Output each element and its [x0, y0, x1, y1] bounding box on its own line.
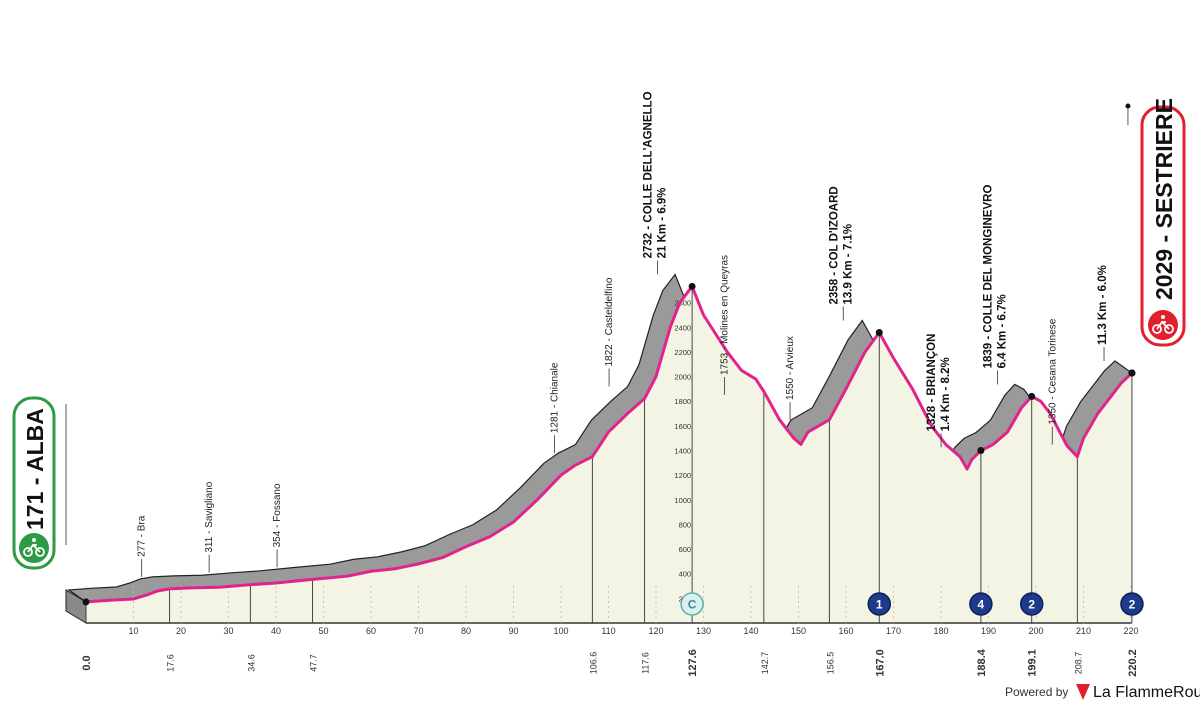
distance-marker-label: 34.6	[246, 654, 256, 672]
distance-marker-label: 142.7	[760, 652, 770, 675]
climb-category-label: C	[688, 598, 697, 612]
climb-category-badge-icon	[969, 592, 993, 616]
x-tick-label: 40	[271, 626, 281, 636]
x-tick-label: 170	[886, 626, 901, 636]
x-tick-label: 100	[553, 626, 568, 636]
x-tick-label: 20	[176, 626, 186, 636]
grid-layer: 10 20 30 40 50 60 70 80 90 100 110 120 130 140 150 160 1…	[85, 286, 1139, 636]
x-tick-label: 120	[648, 626, 663, 636]
climb-detail: 1.4 Km - 8.2%	[940, 357, 952, 431]
place-label: 311 - Savigliano	[204, 481, 215, 552]
climb-detail: 11.3 Km - 6.0%	[1097, 265, 1109, 345]
distance-marker-label: 106.6	[588, 652, 598, 675]
distance-marker-label: 127.6	[687, 649, 699, 677]
finish-badge: 2029 - SESTRIERE	[1140, 98, 1186, 347]
profile-point	[82, 598, 90, 606]
x-tick-label: 60	[366, 626, 376, 636]
plot-layer: C 1 4 2 2	[82, 282, 1144, 616]
summit-point	[1128, 369, 1136, 377]
summit-point	[688, 282, 696, 290]
y-tick-label: 1400	[674, 447, 691, 456]
x-tick-label: 130	[696, 626, 711, 636]
flamme-rouge-logo-icon	[1076, 684, 1090, 700]
x-tick-label: 220	[1123, 626, 1138, 636]
labels-layer: 0.0 17.6 34.6 47.7 106.6 117.6 127.6 142.7 156.5…	[65, 91, 1139, 677]
climb-detail: 13.9 Km - 7.1%	[842, 224, 854, 305]
place-label: 1753 - Molines en Queyras	[720, 255, 731, 375]
profile-area	[86, 286, 1132, 623]
place-label: 1550 - Arvieux	[785, 336, 796, 400]
place-label: 1350 - Cesana Torinese	[1047, 318, 1058, 424]
climb-name: 1328 - BRIANÇON	[926, 334, 938, 432]
distance-marker-label: 156.5	[825, 652, 835, 675]
x-tick-label: 70	[413, 626, 423, 636]
summit-point	[977, 447, 985, 455]
x-tick-label: 200	[1028, 626, 1043, 636]
place-label: 1281 - Chianale	[549, 362, 560, 433]
x-tick-label: 80	[461, 626, 471, 636]
climb-category-badge-icon	[867, 592, 891, 616]
y-tick-label: 1000	[674, 496, 691, 505]
climb-detail: 21 Km - 6.9%	[657, 187, 669, 258]
distance-marker-label: 208.7	[1073, 652, 1083, 675]
cyclist-icon	[1148, 310, 1178, 340]
x-tick-label: 90	[508, 626, 518, 636]
distance-marker-label: 167.0	[874, 649, 886, 677]
y-tick-label: 1800	[674, 397, 691, 406]
finish-leader-dot	[1125, 103, 1131, 109]
summit-point	[875, 328, 883, 336]
start-label: 171 - ALBA	[22, 408, 48, 530]
climb-name: 1839 - COLLE DEL MONGINEVRO	[983, 185, 995, 369]
profile-line	[85, 284, 1133, 604]
y-tick-label: 2400	[674, 323, 691, 332]
y-tick-label: 2600	[674, 299, 691, 308]
x-tick-label: 150	[791, 626, 806, 636]
y-tick-label: 1600	[674, 422, 691, 431]
summit-point	[1028, 392, 1036, 400]
x-tick-label: 190	[981, 626, 996, 636]
footer: Powered by La FlammeRouge	[1005, 684, 1200, 701]
distance-marker-label: 117.6	[641, 652, 651, 674]
start-badge: 171 - ALBA	[12, 396, 56, 570]
y-tick-label: 2000	[674, 373, 691, 382]
distance-marker-label: 47.7	[309, 654, 319, 672]
x-tick-label: 210	[1076, 626, 1091, 636]
distance-marker-label: 188.4	[976, 648, 988, 676]
climb-category-label: 4	[978, 598, 985, 612]
climb-category-label: 1	[876, 598, 883, 612]
y-tick-label: 800	[679, 520, 692, 529]
distance-marker-label: 199.1	[1027, 649, 1039, 677]
place-label: 1822 - Casteldelfino	[604, 277, 615, 366]
x-tick-label: 180	[933, 626, 948, 636]
y-tick-label: 400	[679, 570, 692, 579]
place-label: 277 - Bra	[137, 515, 148, 557]
x-tick-label: 30	[223, 626, 233, 636]
climb-category-badge-icon	[1019, 592, 1044, 616]
distance-marker-label: 17.6	[166, 654, 176, 672]
cyclist-icon	[19, 533, 49, 563]
powered-by-text: Powered by	[1005, 685, 1068, 699]
climb-category-badge-icon	[1120, 592, 1144, 616]
distance-marker-label: 0.0	[81, 655, 93, 670]
y-tick-label: 1200	[674, 471, 691, 480]
place-label: 354 - Fossano	[272, 483, 283, 547]
climb-category-label: 2	[1129, 598, 1136, 612]
distance-marker-label: 220.2	[1127, 649, 1139, 677]
finish-label: 2029 - SESTRIERE	[1151, 98, 1177, 300]
brand-name: La FlammeRouge	[1093, 684, 1200, 701]
x-tick-label: 50	[318, 626, 328, 636]
y-tick-label: 2200	[674, 348, 691, 357]
x-tick-label: 160	[838, 626, 853, 636]
y-tick-label: 600	[679, 545, 692, 554]
climb-category-label: 2	[1028, 598, 1035, 612]
climb-name: 2732 - COLLE DELL'AGNELLO	[643, 91, 655, 258]
climb-category-badge-icon	[680, 592, 704, 616]
x-tick-label: 110	[601, 626, 615, 636]
climb-detail: 6.4 Km - 6.7%	[997, 294, 1009, 368]
x-tick-label: 10	[128, 626, 138, 636]
x-tick-label: 140	[743, 626, 758, 636]
climb-name: 2358 - COL D'IZOARD	[828, 186, 840, 304]
